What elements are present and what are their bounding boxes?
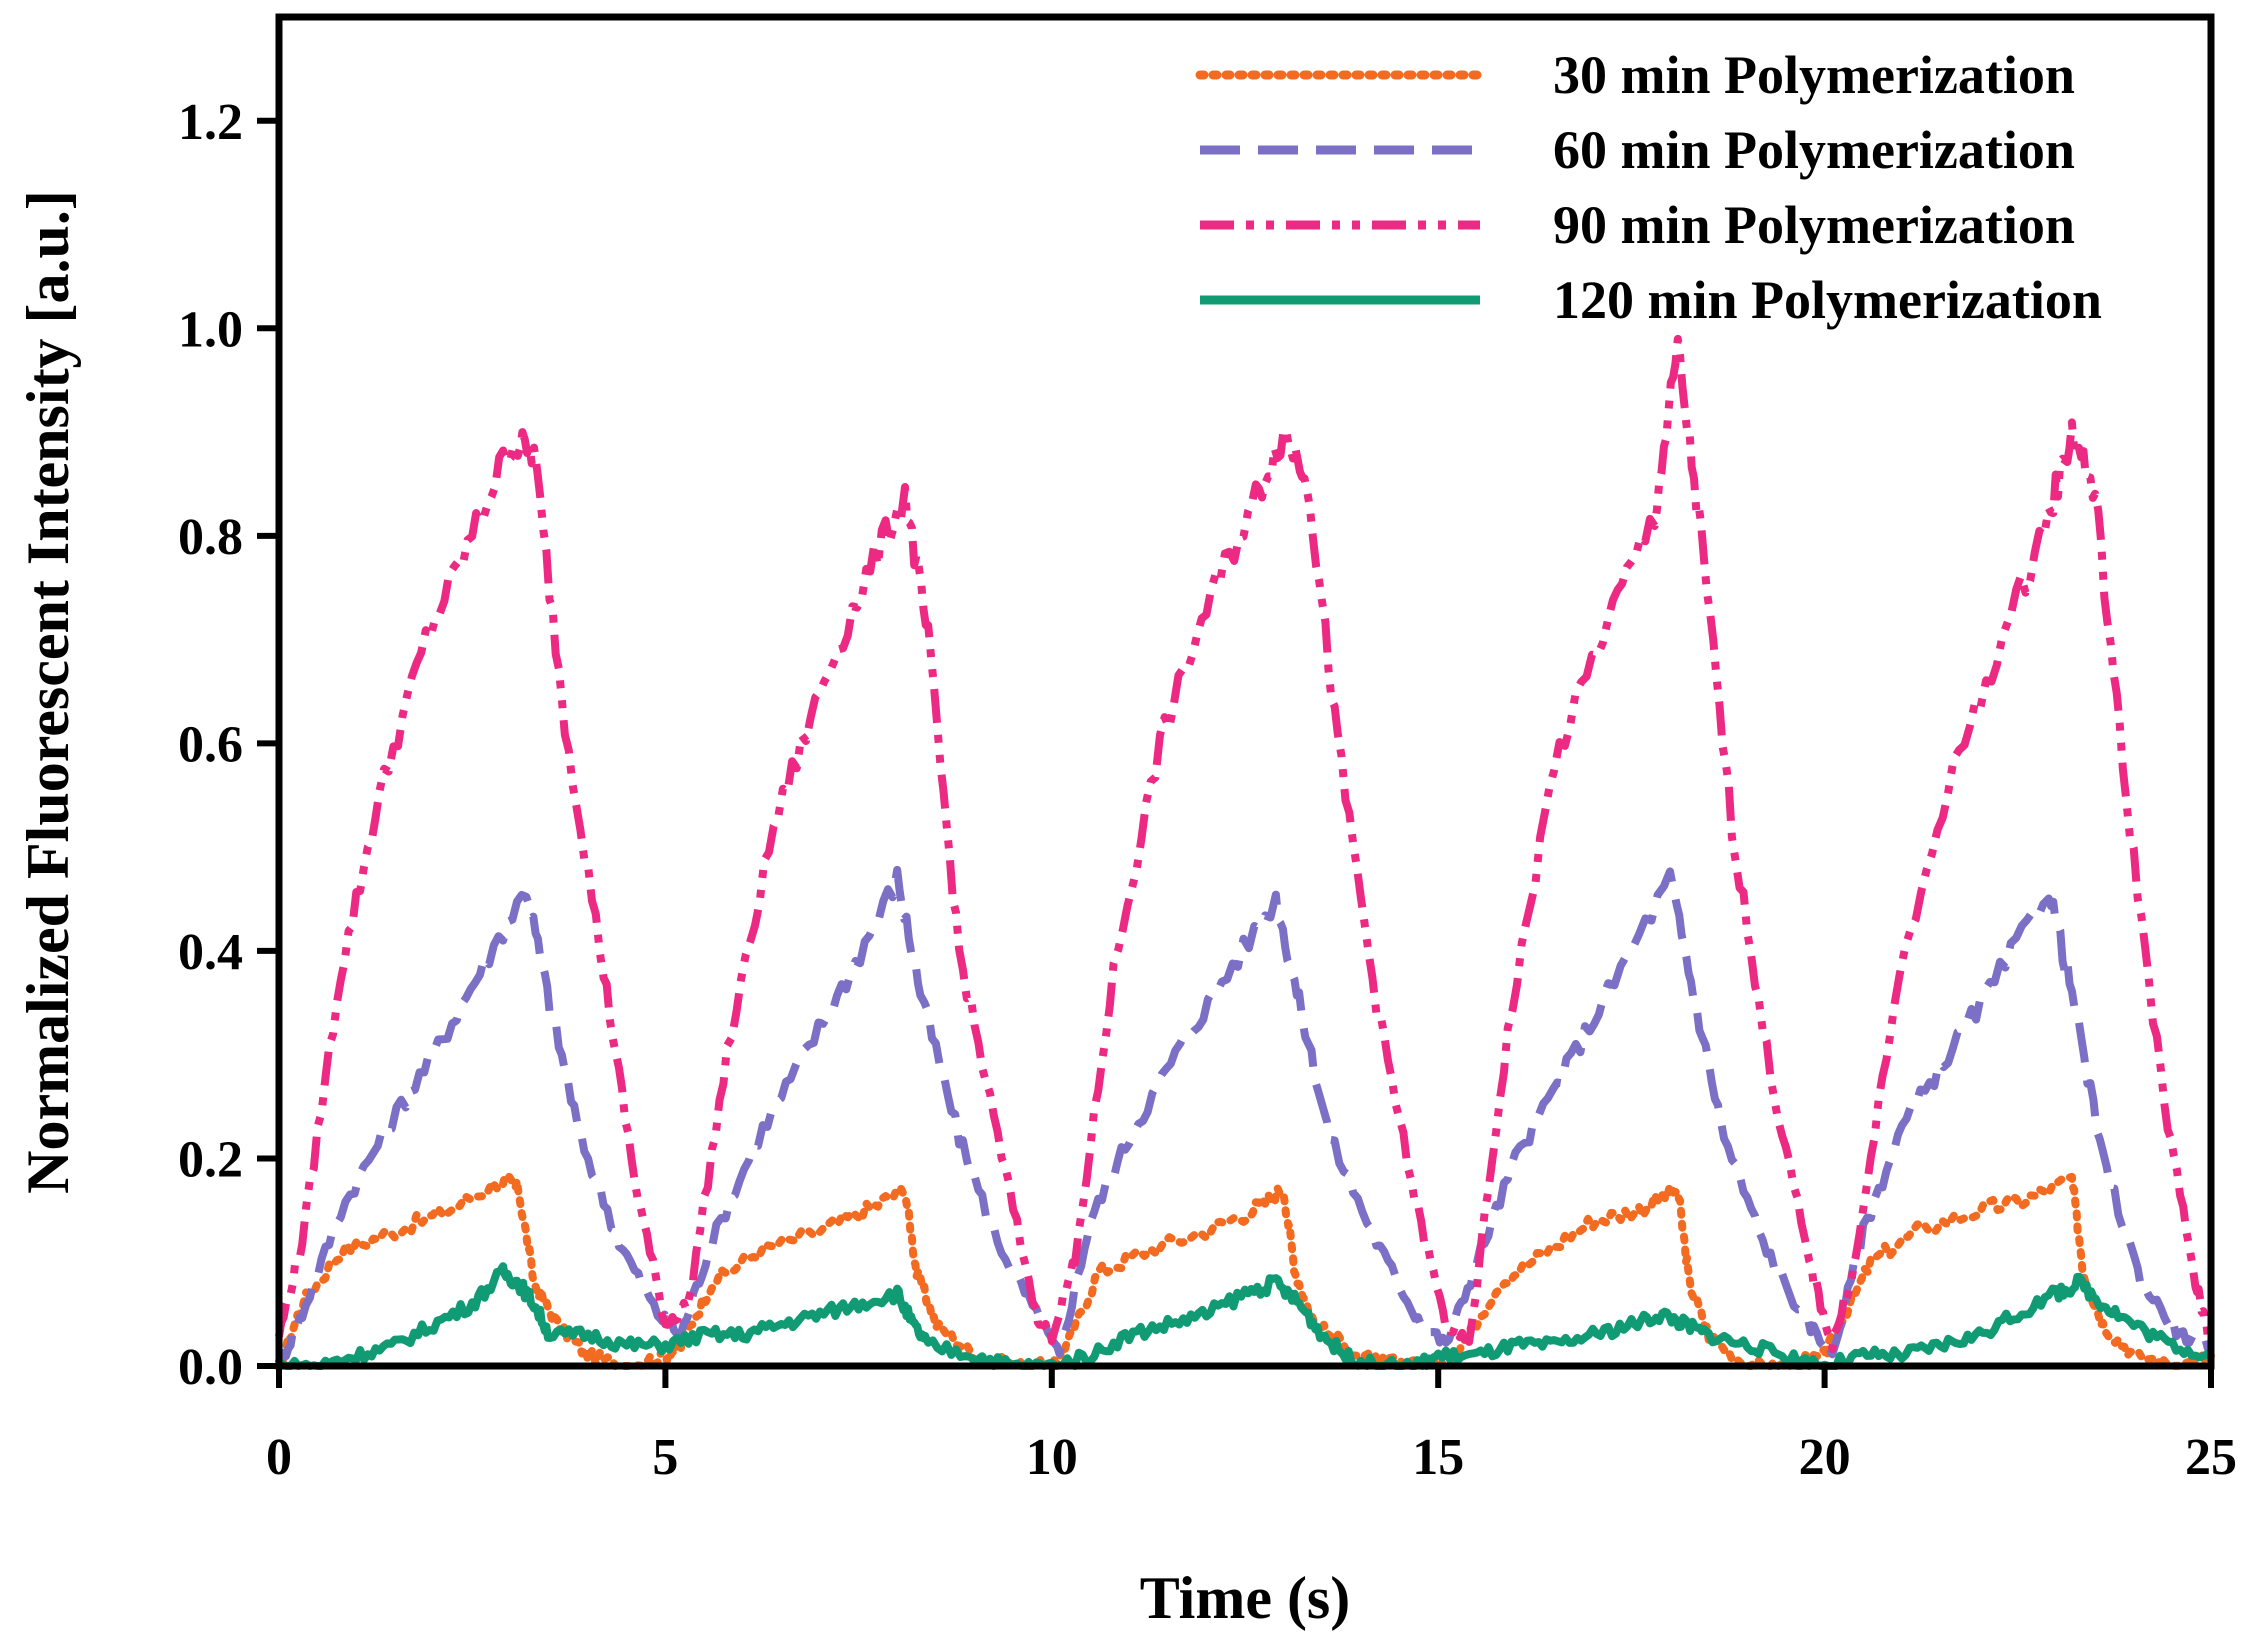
x-tick-label: 20 <box>1799 1429 1851 1486</box>
x-tick-label: 25 <box>2185 1429 2237 1486</box>
series-line-1 <box>275 1171 2215 1370</box>
series-line-2 <box>275 865 2214 1367</box>
x-tick-label: 5 <box>652 1429 678 1486</box>
series-line-4 <box>278 1262 2213 1370</box>
y-tick-label: 0.2 <box>178 1131 243 1188</box>
legend-label-3: 90 min Polymerization <box>1553 195 2075 255</box>
series-layer <box>275 334 2215 1370</box>
plot-frame <box>275 13 2215 1370</box>
y-tick-label: 1.2 <box>178 94 243 151</box>
legend: 30 min Polymerization 60 min Polymerizati… <box>1195 45 2102 330</box>
y-tick-label: 0.0 <box>178 1339 243 1396</box>
legend-label-2: 60 min Polymerization <box>1553 120 2075 180</box>
x-tick-label: 15 <box>1412 1429 1464 1486</box>
y-tick-label: 0.6 <box>178 716 243 773</box>
y-tick-label: 0.8 <box>178 509 243 566</box>
x-axis-title: Time (s) <box>1140 1565 1351 1631</box>
y-axis-title: Normalized Fluorescent Intensity [a.u.] <box>15 190 81 1194</box>
legend-label-1: 30 min Polymerization <box>1553 45 2075 105</box>
y-tick-label: 0.4 <box>178 924 243 981</box>
x-tick-label: 10 <box>1026 1429 1078 1486</box>
series-line-3 <box>275 334 2215 1353</box>
x-axis: 0 5 10 15 20 25 <box>266 1366 2237 1486</box>
y-tick-label: 1.0 <box>178 301 243 358</box>
legend-label-4: 120 min Polymerization <box>1553 270 2102 330</box>
x-tick-label: 0 <box>266 1429 292 1486</box>
y-axis: 0.0 0.2 0.4 0.6 0.8 1.0 1.2 <box>178 94 279 1396</box>
